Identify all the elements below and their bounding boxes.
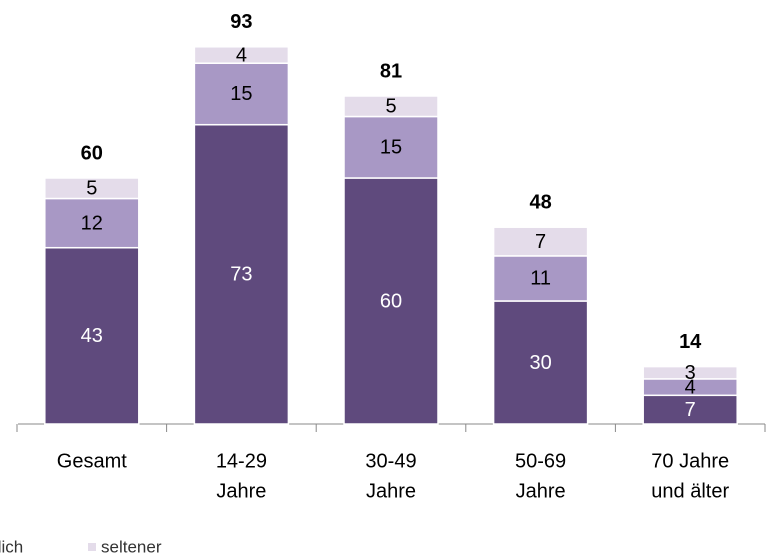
bar-segment xyxy=(642,394,738,425)
x-tick-label: Jahre xyxy=(366,480,416,502)
bar-segment xyxy=(193,46,290,64)
x-tick-label: 30-49 xyxy=(365,450,416,472)
bar-segment xyxy=(44,177,140,200)
total-label: 81 xyxy=(380,60,402,82)
value-label: 4 xyxy=(685,376,696,398)
value-label: 5 xyxy=(385,96,396,118)
value-label: 15 xyxy=(380,137,402,159)
value-label: 11 xyxy=(530,268,551,290)
value-label: 15 xyxy=(230,83,252,105)
total-label: 93 xyxy=(230,11,252,33)
x-tick-label: 70 Jahre xyxy=(651,450,729,472)
legend-label: tlich xyxy=(0,537,23,556)
total-label: 60 xyxy=(81,142,103,164)
legend-swatch xyxy=(88,543,96,551)
bar-segment xyxy=(343,115,439,179)
value-label: 7 xyxy=(685,399,696,421)
bar-segment xyxy=(44,197,140,249)
value-label: 73 xyxy=(230,264,252,286)
value-label: 43 xyxy=(81,325,103,347)
value-label: 5 xyxy=(86,178,97,200)
value-label: 7 xyxy=(535,231,546,253)
bar-segment xyxy=(343,95,439,118)
legend-label: seltener xyxy=(101,537,162,556)
value-label: 12 xyxy=(81,212,103,234)
value-label: 3 xyxy=(685,362,696,384)
value-label: 4 xyxy=(236,44,247,66)
value-label: 30 xyxy=(529,352,551,374)
x-tick-label: Jahre xyxy=(516,480,566,502)
bar-segment xyxy=(193,62,290,126)
bar-segment xyxy=(193,123,290,425)
x-tick-label: und älter xyxy=(651,480,729,502)
bar-segment xyxy=(343,177,439,425)
x-tick-label: Gesamt xyxy=(57,450,127,472)
x-tick-label: 50-69 xyxy=(515,450,566,472)
bar-segment xyxy=(44,246,140,425)
total-label: 48 xyxy=(529,191,551,213)
bar-segment xyxy=(642,365,738,380)
bar-segment xyxy=(492,255,589,302)
total-label: 14 xyxy=(679,331,702,353)
bar-segment xyxy=(492,226,589,257)
x-tick-label: 14-29 xyxy=(216,450,267,472)
x-tick-label: Jahre xyxy=(216,480,266,502)
value-label: 60 xyxy=(380,290,402,312)
